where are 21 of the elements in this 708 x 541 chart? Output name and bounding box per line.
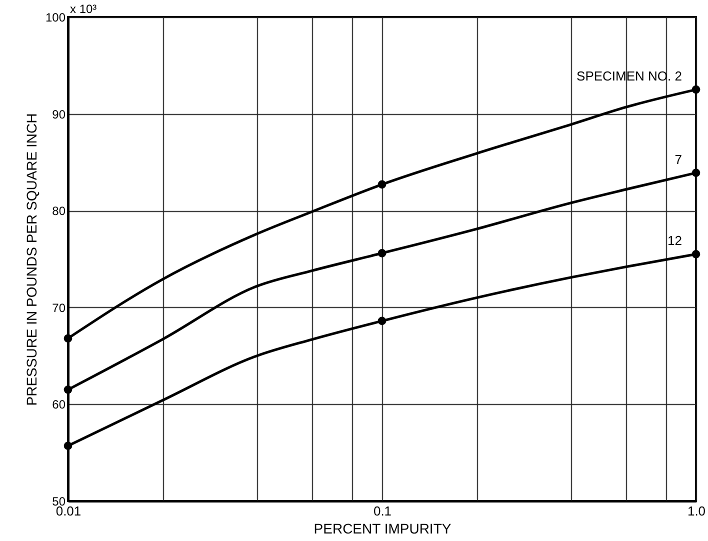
point xyxy=(692,250,700,258)
y-tick-label: 80 xyxy=(52,204,66,218)
point xyxy=(64,386,72,394)
point xyxy=(64,442,72,450)
point xyxy=(692,85,700,94)
point xyxy=(378,316,386,326)
x-tick-label: 1.0 xyxy=(687,504,706,518)
point xyxy=(378,180,386,189)
point xyxy=(64,334,72,343)
series-label: 7 xyxy=(674,152,682,167)
point xyxy=(692,168,700,178)
series-label: 12 xyxy=(668,233,682,248)
x-axis-title: PERCENT IMPURITY xyxy=(314,520,452,536)
y-axis-title: PRESSURE IN POUNDS PER SQUARE INCH xyxy=(23,113,40,406)
y-tick-label: 90 xyxy=(52,107,66,122)
text: x 10³ xyxy=(70,2,97,16)
point xyxy=(378,249,386,258)
y-tick-label: 100 xyxy=(45,10,66,24)
y-tick-label: 60 xyxy=(52,398,66,412)
x-tick-label: 0.1 xyxy=(373,504,392,518)
y-tick-label: 70 xyxy=(52,300,66,315)
